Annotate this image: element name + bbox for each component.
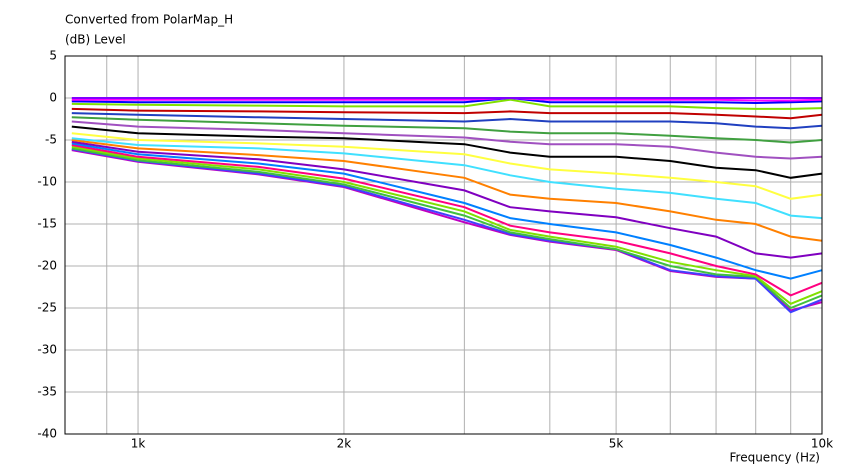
y-tick-label: -10 [37, 175, 57, 189]
y-tick-label: -40 [37, 427, 57, 441]
series-line [71, 112, 823, 130]
series-line [71, 148, 823, 314]
y-tick-label: -5 [45, 133, 57, 147]
x-axis-label: Frequency (Hz) [730, 451, 821, 465]
series-line [71, 144, 823, 297]
series-line [71, 145, 823, 305]
y-tick-label: 5 [49, 49, 57, 63]
x-tick-label: 2k [337, 437, 352, 451]
series-line [71, 120, 823, 160]
series-line [71, 140, 823, 259]
series-line [71, 142, 823, 280]
series-line [71, 139, 823, 242]
y-axis-label: (dB) Level [65, 33, 126, 47]
y-tick-label: -30 [37, 343, 57, 357]
y-tick-label: 0 [49, 91, 57, 105]
y-tick-label: -15 [37, 217, 57, 231]
x-tick-label: 10k [811, 437, 833, 451]
plot-frame [64, 55, 823, 435]
series-line [71, 137, 823, 220]
series-line [71, 125, 823, 179]
series-line [71, 96, 823, 102]
y-tick-label: -20 [37, 259, 57, 273]
series-line [71, 132, 823, 200]
series-line [71, 116, 823, 144]
x-tick-label: 5k [609, 437, 624, 451]
chart-title: Converted from PolarMap_H [65, 13, 233, 27]
y-tick-label: -35 [37, 385, 57, 399]
x-tick-label: 1k [131, 437, 146, 451]
series-line [71, 98, 823, 110]
series-line [71, 96, 823, 105]
series-line [71, 107, 823, 120]
y-tick-label: -25 [37, 301, 57, 315]
